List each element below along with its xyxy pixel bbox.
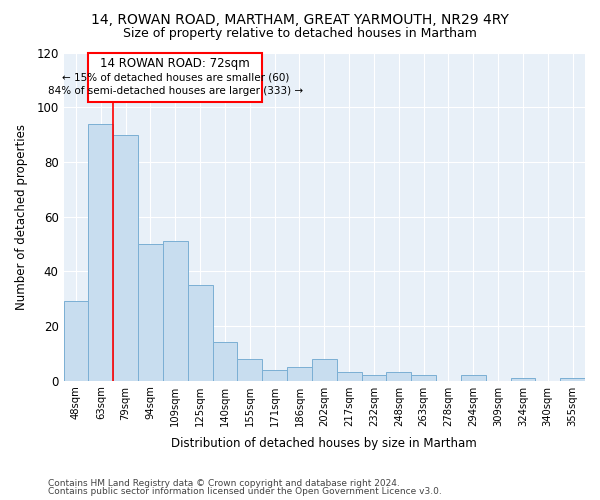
Bar	[88, 124, 113, 380]
Bar	[511, 378, 535, 380]
Bar	[262, 370, 287, 380]
Bar	[212, 342, 238, 380]
Bar	[337, 372, 362, 380]
Bar	[411, 375, 436, 380]
Bar	[362, 375, 386, 380]
Bar	[188, 285, 212, 380]
Text: Size of property relative to detached houses in Martham: Size of property relative to detached ho…	[123, 28, 477, 40]
Text: Contains public sector information licensed under the Open Government Licence v3: Contains public sector information licen…	[48, 487, 442, 496]
Y-axis label: Number of detached properties: Number of detached properties	[15, 124, 28, 310]
Bar	[386, 372, 411, 380]
FancyBboxPatch shape	[88, 52, 262, 102]
Bar	[163, 241, 188, 380]
Bar	[64, 302, 88, 380]
Text: Contains HM Land Registry data © Crown copyright and database right 2024.: Contains HM Land Registry data © Crown c…	[48, 478, 400, 488]
X-axis label: Distribution of detached houses by size in Martham: Distribution of detached houses by size …	[172, 437, 477, 450]
Bar	[287, 367, 312, 380]
Bar	[238, 359, 262, 380]
Text: 14, ROWAN ROAD, MARTHAM, GREAT YARMOUTH, NR29 4RY: 14, ROWAN ROAD, MARTHAM, GREAT YARMOUTH,…	[91, 12, 509, 26]
Bar	[312, 359, 337, 380]
Text: ← 15% of detached houses are smaller (60): ← 15% of detached houses are smaller (60…	[62, 72, 289, 82]
Bar	[461, 375, 485, 380]
Bar	[560, 378, 585, 380]
Bar	[138, 244, 163, 380]
Bar	[113, 134, 138, 380]
Text: 14 ROWAN ROAD: 72sqm: 14 ROWAN ROAD: 72sqm	[100, 57, 250, 70]
Text: 84% of semi-detached houses are larger (333) →: 84% of semi-detached houses are larger (…	[48, 86, 303, 96]
